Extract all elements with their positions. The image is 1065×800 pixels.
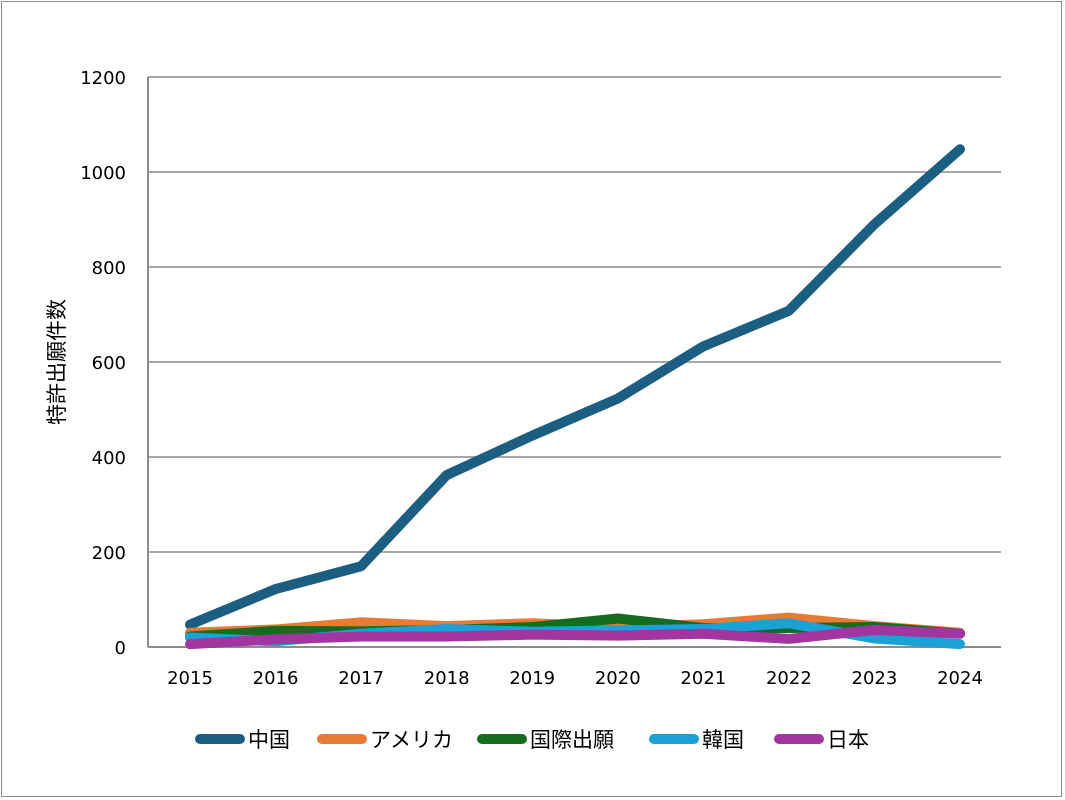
gridlines [147, 76, 1001, 648]
y-tick-label: 1000 [80, 163, 126, 184]
legend-label: 日本 [827, 728, 869, 752]
x-tick-label: 2016 [253, 668, 299, 689]
series-line-4 [185, 624, 965, 650]
legend-label: 中国 [248, 728, 290, 752]
legend-label: 韓国 [702, 728, 744, 752]
x-tick-labels: 2015 2016 2017 2018 2019 2020 2021 2022 2023 2024 [167, 668, 983, 689]
x-tick-label: 2017 [338, 668, 384, 689]
y-tick-label: 1200 [80, 68, 126, 89]
legend-item: 国際出願 [477, 728, 614, 752]
y-tick-label: 0 [115, 638, 126, 659]
legend-label: 国際出願 [530, 728, 614, 752]
x-tick-label: 2021 [680, 668, 726, 689]
y-axis-label: 特許出願件数 [45, 299, 69, 425]
legend-item: 中国 [195, 728, 290, 752]
x-tick-label: 2024 [937, 668, 983, 689]
legend: 中国 アメリカ 国際出願 韓国 日本 [195, 728, 869, 752]
series-lines [185, 144, 965, 650]
y-tick-label: 600 [92, 353, 126, 374]
legend-item: アメリカ [317, 728, 453, 752]
x-tick-label: 2020 [595, 668, 641, 689]
x-tick-label: 2023 [852, 668, 898, 689]
y-tick-label: 200 [92, 543, 126, 564]
y-tick-label: 800 [92, 258, 126, 279]
legend-item: 韓国 [649, 728, 744, 752]
y-tick-label: 400 [92, 448, 126, 469]
legend-item: 日本 [774, 728, 869, 752]
x-tick-label: 2015 [167, 668, 213, 689]
series-line-0 [185, 144, 965, 630]
y-tick-labels: 0 200 400 600 800 1000 1200 [80, 68, 126, 659]
x-tick-label: 2018 [424, 668, 470, 689]
x-tick-label: 2022 [766, 668, 812, 689]
legend-label: アメリカ [370, 728, 453, 752]
x-tick-label: 2019 [509, 668, 555, 689]
